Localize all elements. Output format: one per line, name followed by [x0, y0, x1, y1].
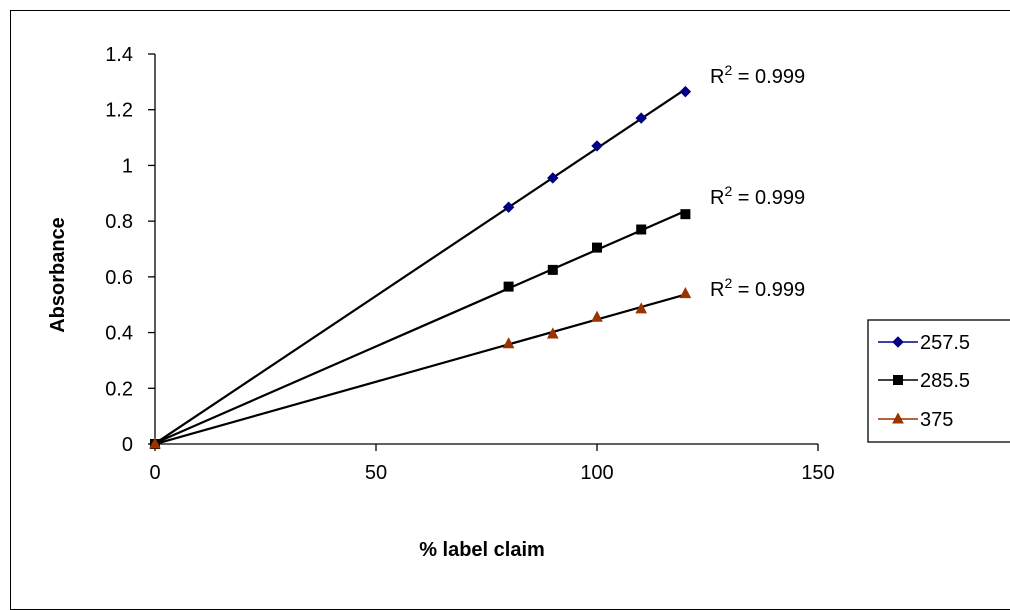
r2-letter: R [710, 66, 724, 88]
y-tick-label: 0.6 [105, 267, 133, 289]
trendline-375 [154, 293, 686, 446]
r2-label: R2 = 0.999 [710, 275, 805, 301]
legend-marker [892, 336, 904, 348]
tick-labels: 0 0.2 0.4 0.6 0.8 1 1.2 1.4 0 50 100 150 [105, 44, 835, 484]
x-tick-label: 150 [801, 462, 834, 484]
y-tick-label: 1 [122, 155, 133, 177]
x-tick-label: 0 [149, 462, 160, 484]
x-axis-title: % label claim [419, 539, 545, 561]
y-tick-label: 0.8 [105, 211, 133, 233]
trendline-257-5 [154, 88, 687, 445]
r2-superscript: 2 [724, 62, 732, 78]
x-tick-label: 100 [580, 462, 613, 484]
legend: 257.5 285.5 375 [867, 319, 1010, 443]
data-point [592, 242, 602, 253]
trendlines [154, 88, 687, 446]
trendline-285-5 [154, 210, 686, 445]
x-tick-label: 50 [365, 462, 387, 484]
r2-label: R2 = 0.999 [710, 62, 805, 88]
r2-value: = 0.999 [732, 66, 805, 88]
r2-superscript: 2 [724, 183, 732, 199]
r2-value: = 0.999 [732, 187, 805, 209]
data-point [636, 224, 647, 235]
data-point [546, 327, 559, 339]
legend-marker [892, 412, 904, 424]
data-point [591, 140, 603, 152]
data-point [547, 172, 559, 184]
legend-label: 257.5 [920, 332, 970, 354]
legend-label: 285.5 [920, 370, 970, 392]
y-tick-label: 0.2 [105, 378, 133, 400]
y-tick-label: 0 [122, 434, 133, 456]
data-point [149, 437, 161, 449]
legend-box [867, 319, 1010, 443]
data-point [502, 201, 515, 213]
r2-superscript: 2 [724, 275, 732, 291]
y-tick-label: 0.4 [105, 323, 133, 345]
y-axis-title: Absorbance [47, 217, 69, 333]
y-tick-label: 1.4 [105, 44, 133, 66]
data-point [502, 337, 515, 349]
data-point [635, 112, 647, 124]
r2-letter: R [710, 279, 724, 301]
data-point [680, 209, 691, 220]
data-markers [149, 85, 692, 450]
r2-value: = 0.999 [732, 279, 805, 301]
data-point [679, 286, 692, 299]
legend-label: 375 [920, 409, 953, 431]
axes [148, 53, 819, 451]
data-point [679, 85, 692, 98]
legend-marker [893, 375, 903, 385]
data-point [547, 264, 558, 275]
data-point [591, 310, 603, 322]
data-point [635, 302, 648, 314]
data-point [503, 281, 514, 292]
chart: 00.20.40.60.811.21.40 50 100 150 R2 = 0.999… [47, 44, 1010, 561]
r2-label: R2 = 0.999 [710, 183, 805, 209]
r2-letter: R [710, 187, 724, 209]
y-tick-label: 1.2 [105, 100, 133, 122]
